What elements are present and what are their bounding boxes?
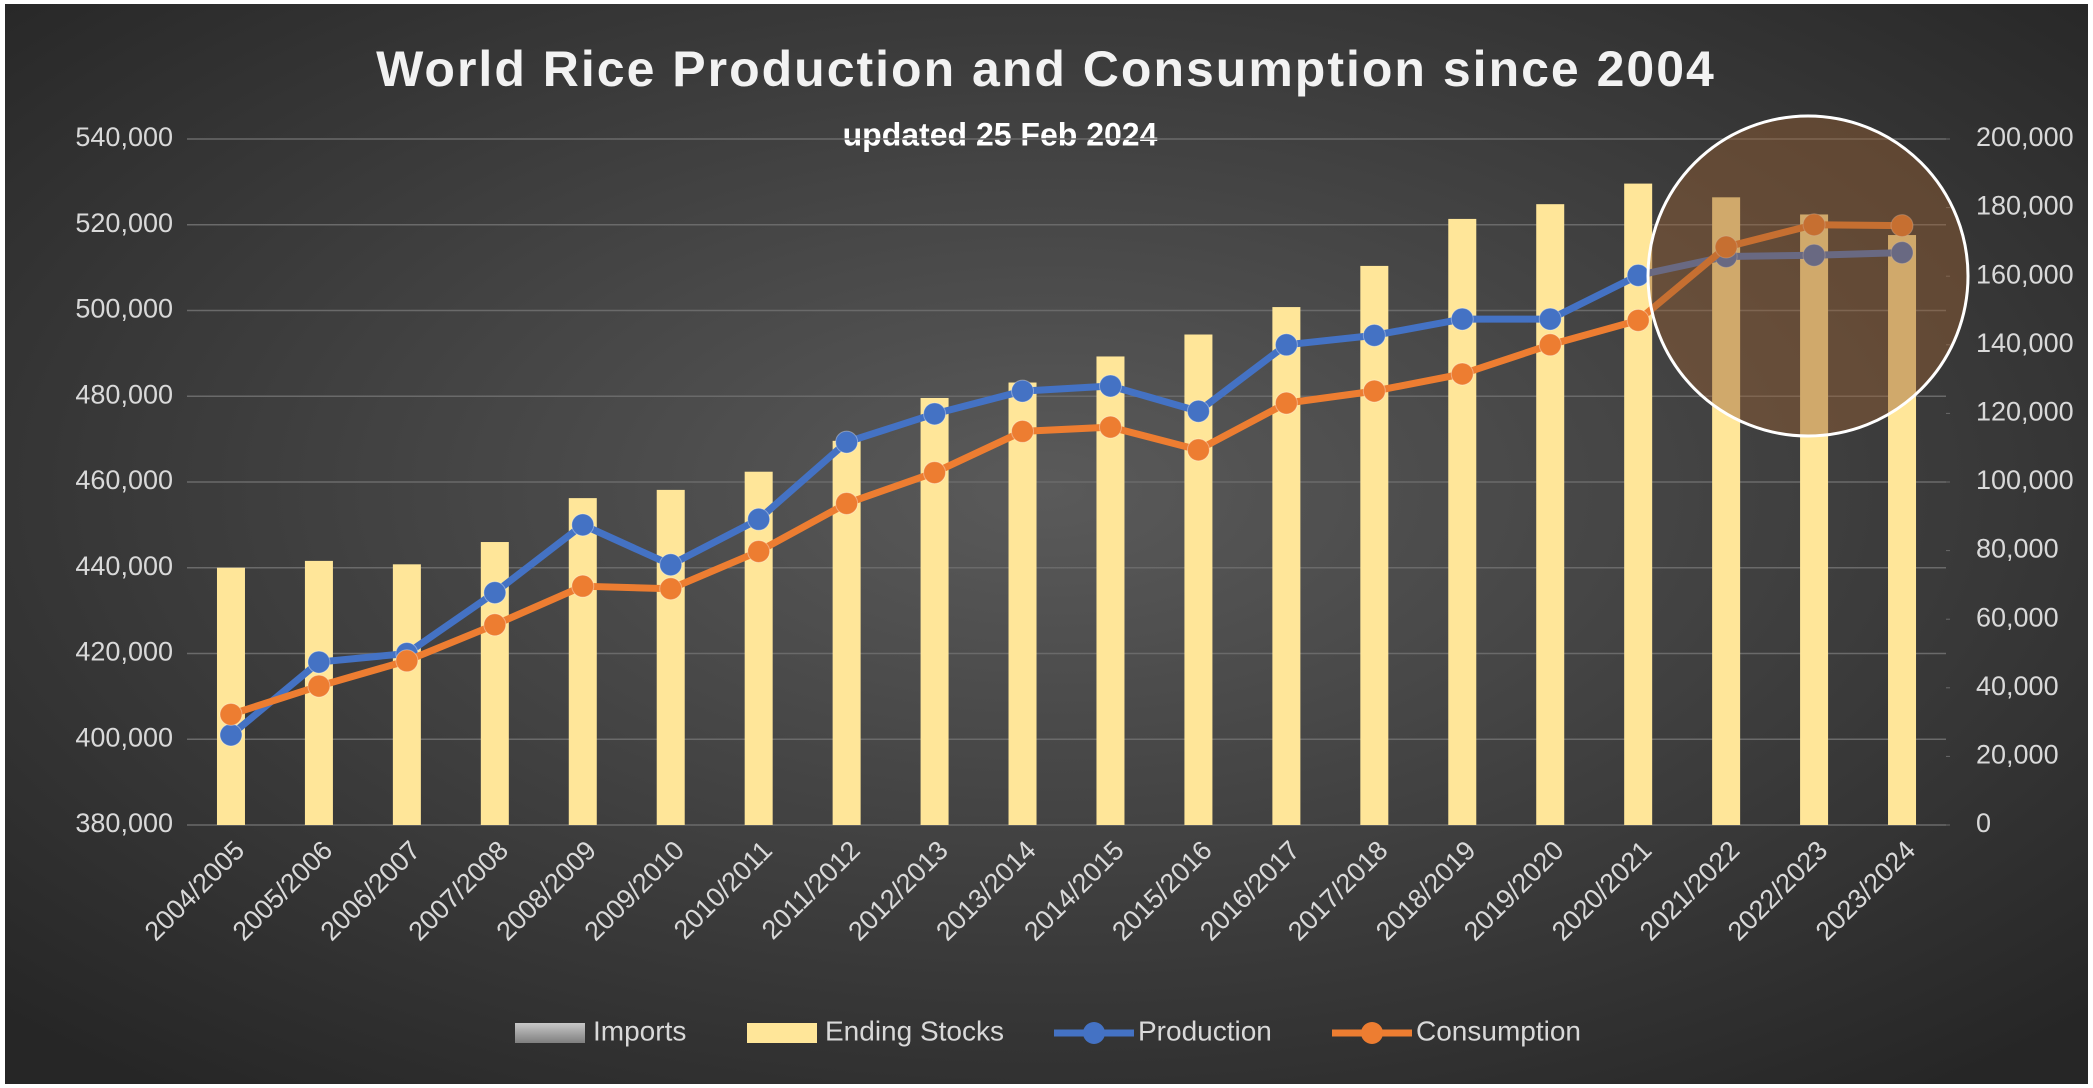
marker (483, 613, 507, 637)
marker (835, 491, 859, 515)
y2-tick-label: 140,000 (1976, 328, 2074, 358)
chart-subtitle: updated 25 Feb 2024 (843, 116, 1158, 152)
bar (568, 498, 597, 825)
legend-swatch (515, 1023, 585, 1043)
marker (659, 553, 683, 577)
bar (1800, 214, 1829, 825)
y2-tick-label: 160,000 (1976, 259, 2074, 289)
bar (1272, 307, 1301, 825)
marker (1890, 214, 1914, 238)
marker (1274, 333, 1298, 357)
marker (747, 507, 771, 531)
y-tick-label: 400,000 (75, 722, 173, 752)
bar (392, 564, 421, 825)
y2-tick-label: 120,000 (1976, 397, 2074, 427)
line (228, 249, 1903, 738)
bar (656, 489, 685, 825)
marker (1362, 379, 1386, 403)
lines (219, 213, 1914, 747)
bar (216, 567, 245, 825)
marker (1714, 235, 1738, 259)
marker (395, 649, 419, 673)
legend-swatch (747, 1023, 817, 1043)
marker (1362, 323, 1386, 347)
y2-tick-label: 80,000 (1976, 534, 2059, 564)
highlight-circle (1646, 114, 1970, 438)
marker (747, 539, 771, 563)
y-tick-label: 380,000 (75, 808, 173, 838)
y-tick-label: 500,000 (75, 294, 173, 324)
marker (1626, 263, 1650, 287)
y-tick-label: 520,000 (75, 208, 173, 238)
bar (1360, 265, 1389, 825)
y2-tick-label: 0 (1976, 808, 1991, 838)
legend-label: Imports (593, 1015, 686, 1046)
y2-tick-label: 40,000 (1976, 671, 2059, 701)
line (229, 221, 1903, 718)
marker (1098, 374, 1122, 398)
marker (307, 650, 331, 674)
background (5, 4, 2088, 1084)
marker (1890, 241, 1914, 265)
bar (744, 471, 773, 825)
marker (1802, 243, 1826, 267)
legend-label: Consumption (1416, 1015, 1581, 1046)
y2-tick-label: 200,000 (1976, 122, 2074, 152)
marker (1626, 308, 1650, 332)
marker (923, 461, 947, 485)
y2-tick-label: 180,000 (1976, 191, 2074, 221)
y2-tick-label: 100,000 (1976, 465, 2074, 495)
y-tick-label: 540,000 (75, 122, 173, 152)
y2-tick-label: 60,000 (1976, 602, 2059, 632)
bar (1008, 382, 1037, 825)
legend: Imports Ending Stocks Production Consumptio… (515, 1015, 1581, 1046)
bar (1536, 204, 1565, 826)
legend-label: Production (1138, 1015, 1272, 1046)
marker (307, 674, 331, 698)
marker (1538, 333, 1562, 357)
marker (219, 723, 243, 747)
marker (1186, 438, 1210, 462)
marker (1450, 307, 1474, 331)
marker (923, 402, 947, 426)
marker (571, 574, 595, 598)
legend-label: Ending Stocks (825, 1015, 1004, 1046)
marker (1274, 391, 1298, 415)
bar (1888, 235, 1917, 826)
marker (219, 702, 243, 726)
y-tick-label: 480,000 (75, 379, 173, 409)
y-tick-label: 440,000 (75, 551, 173, 581)
marker (571, 513, 595, 537)
marker (659, 577, 683, 601)
legend-swatch (1361, 1022, 1383, 1044)
legend-swatch (1083, 1022, 1105, 1044)
marker (1186, 399, 1210, 423)
y2-tick-label: 20,000 (1976, 740, 2059, 770)
bar (1712, 197, 1741, 825)
chart-title: World Rice Production and Consumption si… (376, 41, 1716, 97)
marker (483, 581, 507, 605)
y-tick-label: 420,000 (75, 637, 173, 667)
marker (835, 430, 859, 454)
marker (1098, 415, 1122, 439)
marker (1538, 307, 1562, 331)
marker (1011, 379, 1035, 403)
y-tick-label: 460,000 (75, 465, 173, 495)
marker (1802, 213, 1826, 237)
marker (1011, 419, 1035, 443)
marker (1450, 362, 1474, 386)
